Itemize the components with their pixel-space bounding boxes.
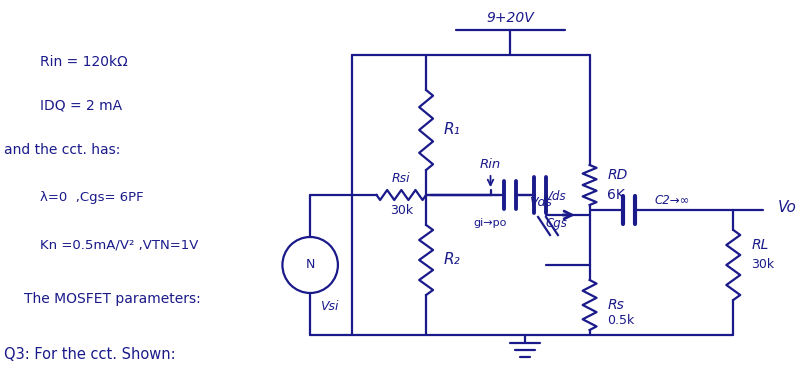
Text: Kn =0.5mA/V² ,VTN=1V: Kn =0.5mA/V² ,VTN=1V — [40, 238, 198, 251]
Text: Vds: Vds — [529, 196, 551, 210]
Text: and the cct. has:: and the cct. has: — [4, 143, 120, 157]
Text: 0.5k: 0.5k — [607, 314, 634, 327]
Text: Q3: For the cct. Shown:: Q3: For the cct. Shown: — [4, 346, 175, 362]
Text: IDQ = 2 mA: IDQ = 2 mA — [40, 99, 122, 113]
Text: 6K: 6K — [607, 188, 626, 202]
Text: N: N — [306, 258, 315, 272]
Text: The MOSFET parameters:: The MOSFET parameters: — [24, 292, 201, 306]
Text: R₁: R₁ — [444, 123, 461, 138]
Text: Vo: Vo — [778, 200, 797, 215]
Text: Rsi: Rsi — [392, 173, 410, 185]
Text: C2→∞: C2→∞ — [654, 193, 690, 207]
Text: Vds: Vds — [544, 189, 566, 203]
Text: Rs: Rs — [607, 298, 624, 312]
Text: 9+20V: 9+20V — [486, 11, 534, 25]
Text: Rin = 120kΩ: Rin = 120kΩ — [40, 55, 127, 69]
Text: 30k: 30k — [390, 204, 413, 218]
Text: R₂: R₂ — [444, 253, 461, 268]
Text: λ=0  ,Cgs= 6PF: λ=0 ,Cgs= 6PF — [40, 191, 143, 204]
Text: Vsi: Vsi — [320, 300, 338, 314]
Text: RL: RL — [751, 238, 769, 252]
Text: Rin: Rin — [480, 158, 501, 172]
Text: Cgs: Cgs — [545, 216, 567, 230]
Text: RD: RD — [607, 168, 628, 182]
Text: 30k: 30k — [751, 258, 774, 272]
Text: gi→po: gi→po — [474, 218, 507, 228]
